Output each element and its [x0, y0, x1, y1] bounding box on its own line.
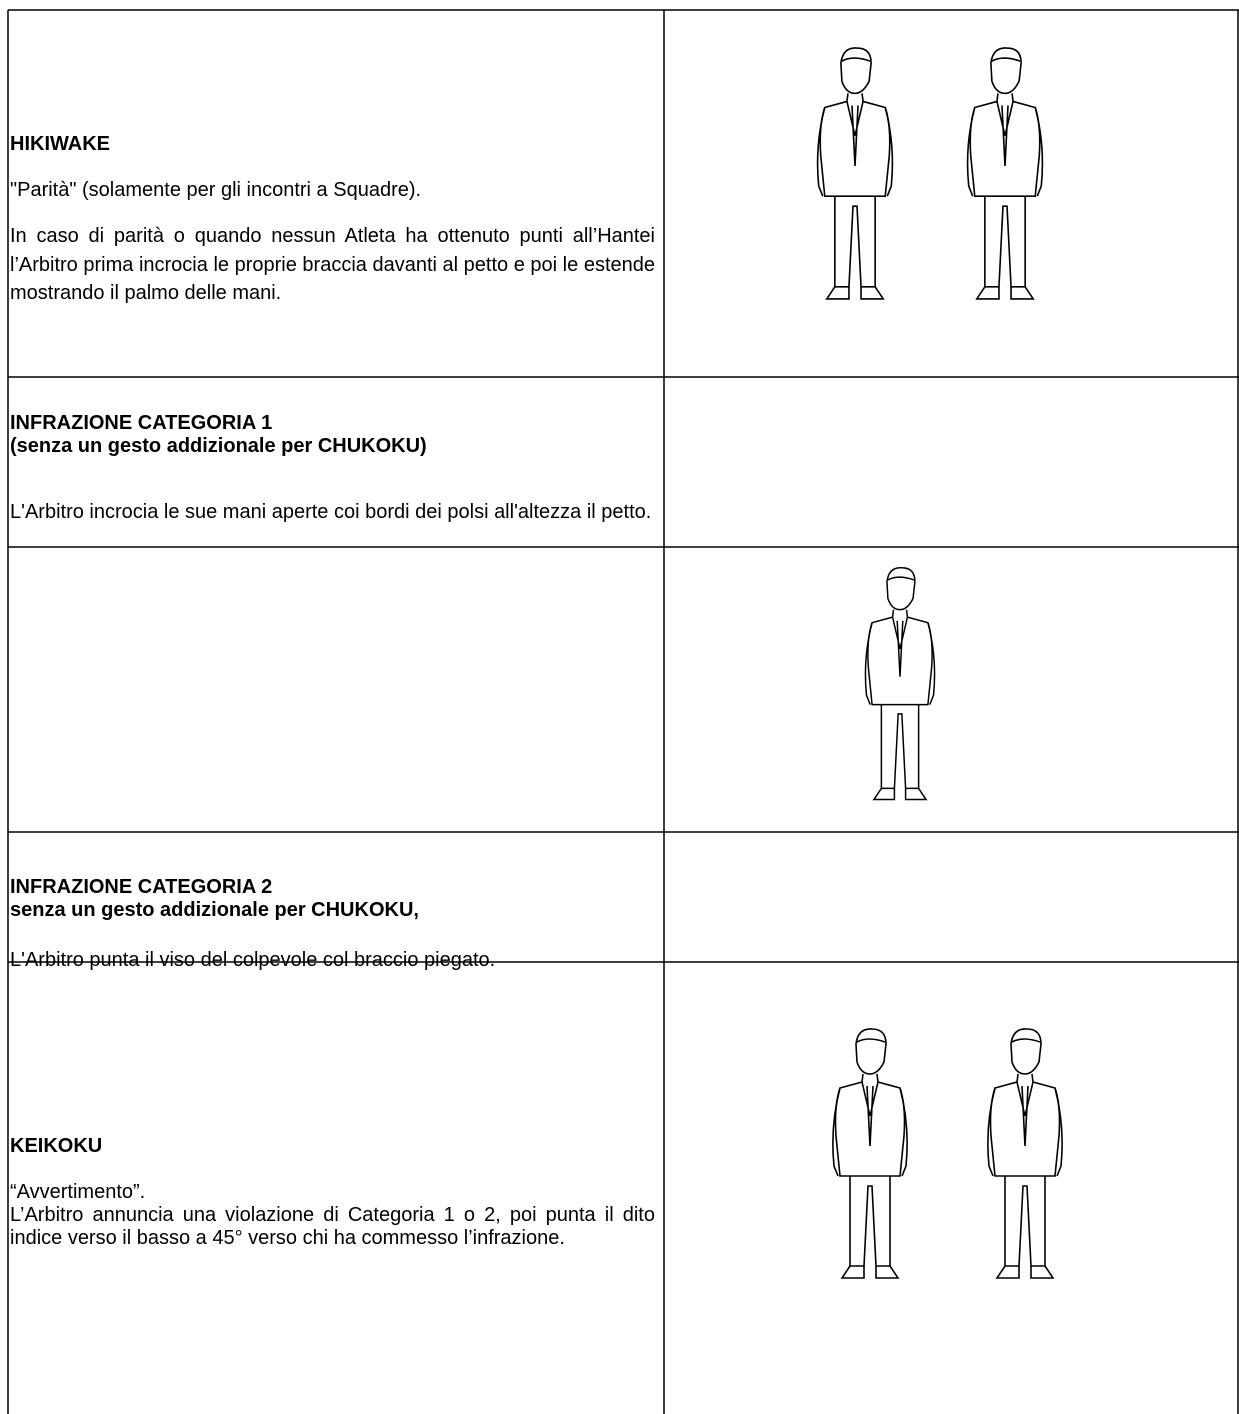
paragraph: L'Arbitro incrocia le sue mani aperte co…: [10, 501, 652, 523]
heading: HIKIWAKE: [10, 133, 110, 155]
table-borders: [7, 9, 1239, 1414]
text-line: "Parità" (solamente per gli incontri a S…: [10, 179, 422, 201]
referee-figure: [816, 47, 894, 300]
heading: INFRAZIONE CATEGORIA 1: [10, 412, 273, 434]
referee-figure: [864, 566, 936, 801]
paragraph: In caso di parità o quando nessun Atleta…: [10, 225, 655, 305]
referee-figure: [966, 47, 1044, 300]
text-line: “Avvertimento”.: [10, 1181, 146, 1203]
heading: INFRAZIONE CATEGORIA 2: [10, 876, 273, 898]
heading: KEIKOKU: [10, 1135, 103, 1157]
paragraph: L’Arbitro annuncia una violazione di Cat…: [10, 1204, 655, 1249]
paragraph: L'Arbitro punta il viso del colpevole co…: [10, 949, 496, 971]
referee-figure: [987, 1028, 1063, 1279]
subheading: (senza un gesto addizionale per CHUKOKU): [10, 435, 427, 457]
subheading: senza un gesto addizionale per CHUKOKU,: [10, 899, 419, 921]
referee-figure: [832, 1028, 908, 1279]
